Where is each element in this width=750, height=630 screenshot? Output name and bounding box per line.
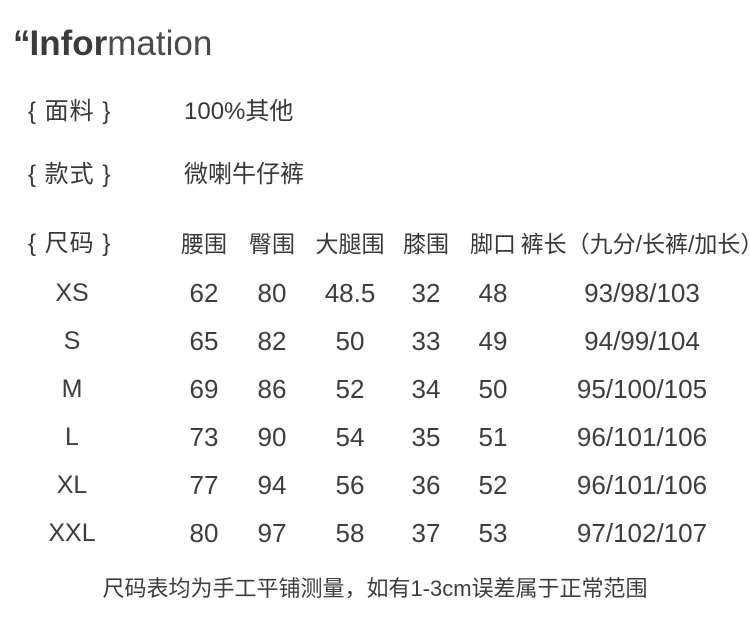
size-label: XL	[56, 471, 88, 499]
knee-value: 32	[411, 278, 441, 308]
waist-value: 69	[189, 374, 219, 404]
waist-value: 65	[189, 326, 219, 356]
leg-opening-value: 49	[478, 326, 508, 356]
waist-value: 62	[189, 278, 219, 308]
knee-value: 35	[411, 422, 441, 452]
size-row-xl: XL 77 94 56 36 52 96/101/106	[0, 469, 750, 501]
size-label: XS	[55, 279, 89, 307]
thigh-value: 52	[335, 374, 365, 404]
leg-opening-value: 50	[478, 374, 508, 404]
hip-value: 97	[257, 518, 287, 548]
length-value: 96/101/106	[576, 470, 708, 500]
title-bold-text: Infor	[29, 24, 108, 63]
page-title: “Information	[13, 24, 212, 64]
thigh-value: 48.5	[324, 278, 376, 308]
hip-value: 90	[257, 422, 287, 452]
size-label: L	[65, 423, 79, 451]
leg-opening-value: 52	[478, 470, 508, 500]
length-value: 94/99/104	[584, 326, 700, 356]
size-row-xxl: XXL 80 97 58 37 53 97/102/107	[0, 517, 750, 549]
size-label: M	[61, 375, 83, 403]
leg-opening-value: 48	[478, 278, 508, 308]
thigh-value: 50	[335, 326, 365, 356]
knee-value: 37	[411, 518, 441, 548]
leg-opening-value: 53	[478, 518, 508, 548]
size-row-l: L 73 90 54 35 51 96/101/106	[0, 421, 750, 453]
measurement-disclaimer: 尺码表均为手工平铺测量，如有1-3cm误差属于正常范围	[102, 576, 648, 601]
hip-value: 80	[257, 278, 287, 308]
col-header-hip: 臀围	[249, 231, 295, 257]
knee-value: 34	[411, 374, 441, 404]
fabric-label: { 面料 }	[28, 98, 112, 125]
waist-value: 80	[189, 518, 219, 548]
thigh-value: 54	[335, 422, 365, 452]
length-value: 95/100/105	[576, 374, 708, 404]
length-value: 96/101/106	[576, 422, 708, 452]
style-value: 微喇牛仔裤	[184, 161, 304, 188]
fabric-row: { 面料 } 100%其他	[0, 96, 750, 128]
length-value: 97/102/107	[576, 518, 708, 548]
size-label: S	[63, 327, 81, 355]
col-header-thigh: 大腿围	[315, 231, 385, 257]
thigh-value: 58	[335, 518, 365, 548]
style-label: { 款式 }	[28, 161, 112, 188]
col-header-knee: 膝围	[403, 231, 449, 257]
size-row-s: S 65 82 50 33 49 94/99/104	[0, 325, 750, 357]
col-header-waist: 腰围	[181, 231, 227, 257]
fabric-value: 100%其他	[184, 98, 294, 125]
waist-value: 73	[189, 422, 219, 452]
knee-value: 33	[411, 326, 441, 356]
leg-opening-value: 51	[478, 422, 508, 452]
size-row-m: M 69 86 52 34 50 95/100/105	[0, 373, 750, 405]
size-section-label: { 尺码 }	[28, 230, 112, 257]
col-header-length: 裤长（九分/长裤/加长）	[520, 231, 750, 257]
hip-value: 94	[257, 470, 287, 500]
size-label: XXL	[48, 519, 96, 547]
length-value: 93/98/103	[584, 278, 700, 308]
size-row-xs: XS 62 80 48.5 32 48 93/98/103	[0, 277, 750, 309]
size-table-header: { 尺码 } 腰围 臀围 大腿围 膝围 脚口 裤长（九分/长裤/加长）	[0, 228, 750, 260]
knee-value: 36	[411, 470, 441, 500]
waist-value: 77	[189, 470, 219, 500]
col-header-leg-opening: 脚口	[470, 231, 516, 257]
title-light-text: mation	[107, 24, 213, 63]
hip-value: 82	[257, 326, 287, 356]
style-row: { 款式 } 微喇牛仔裤	[0, 159, 750, 191]
hip-value: 86	[257, 374, 287, 404]
thigh-value: 56	[335, 470, 365, 500]
title-quote-mark: “	[13, 24, 30, 63]
